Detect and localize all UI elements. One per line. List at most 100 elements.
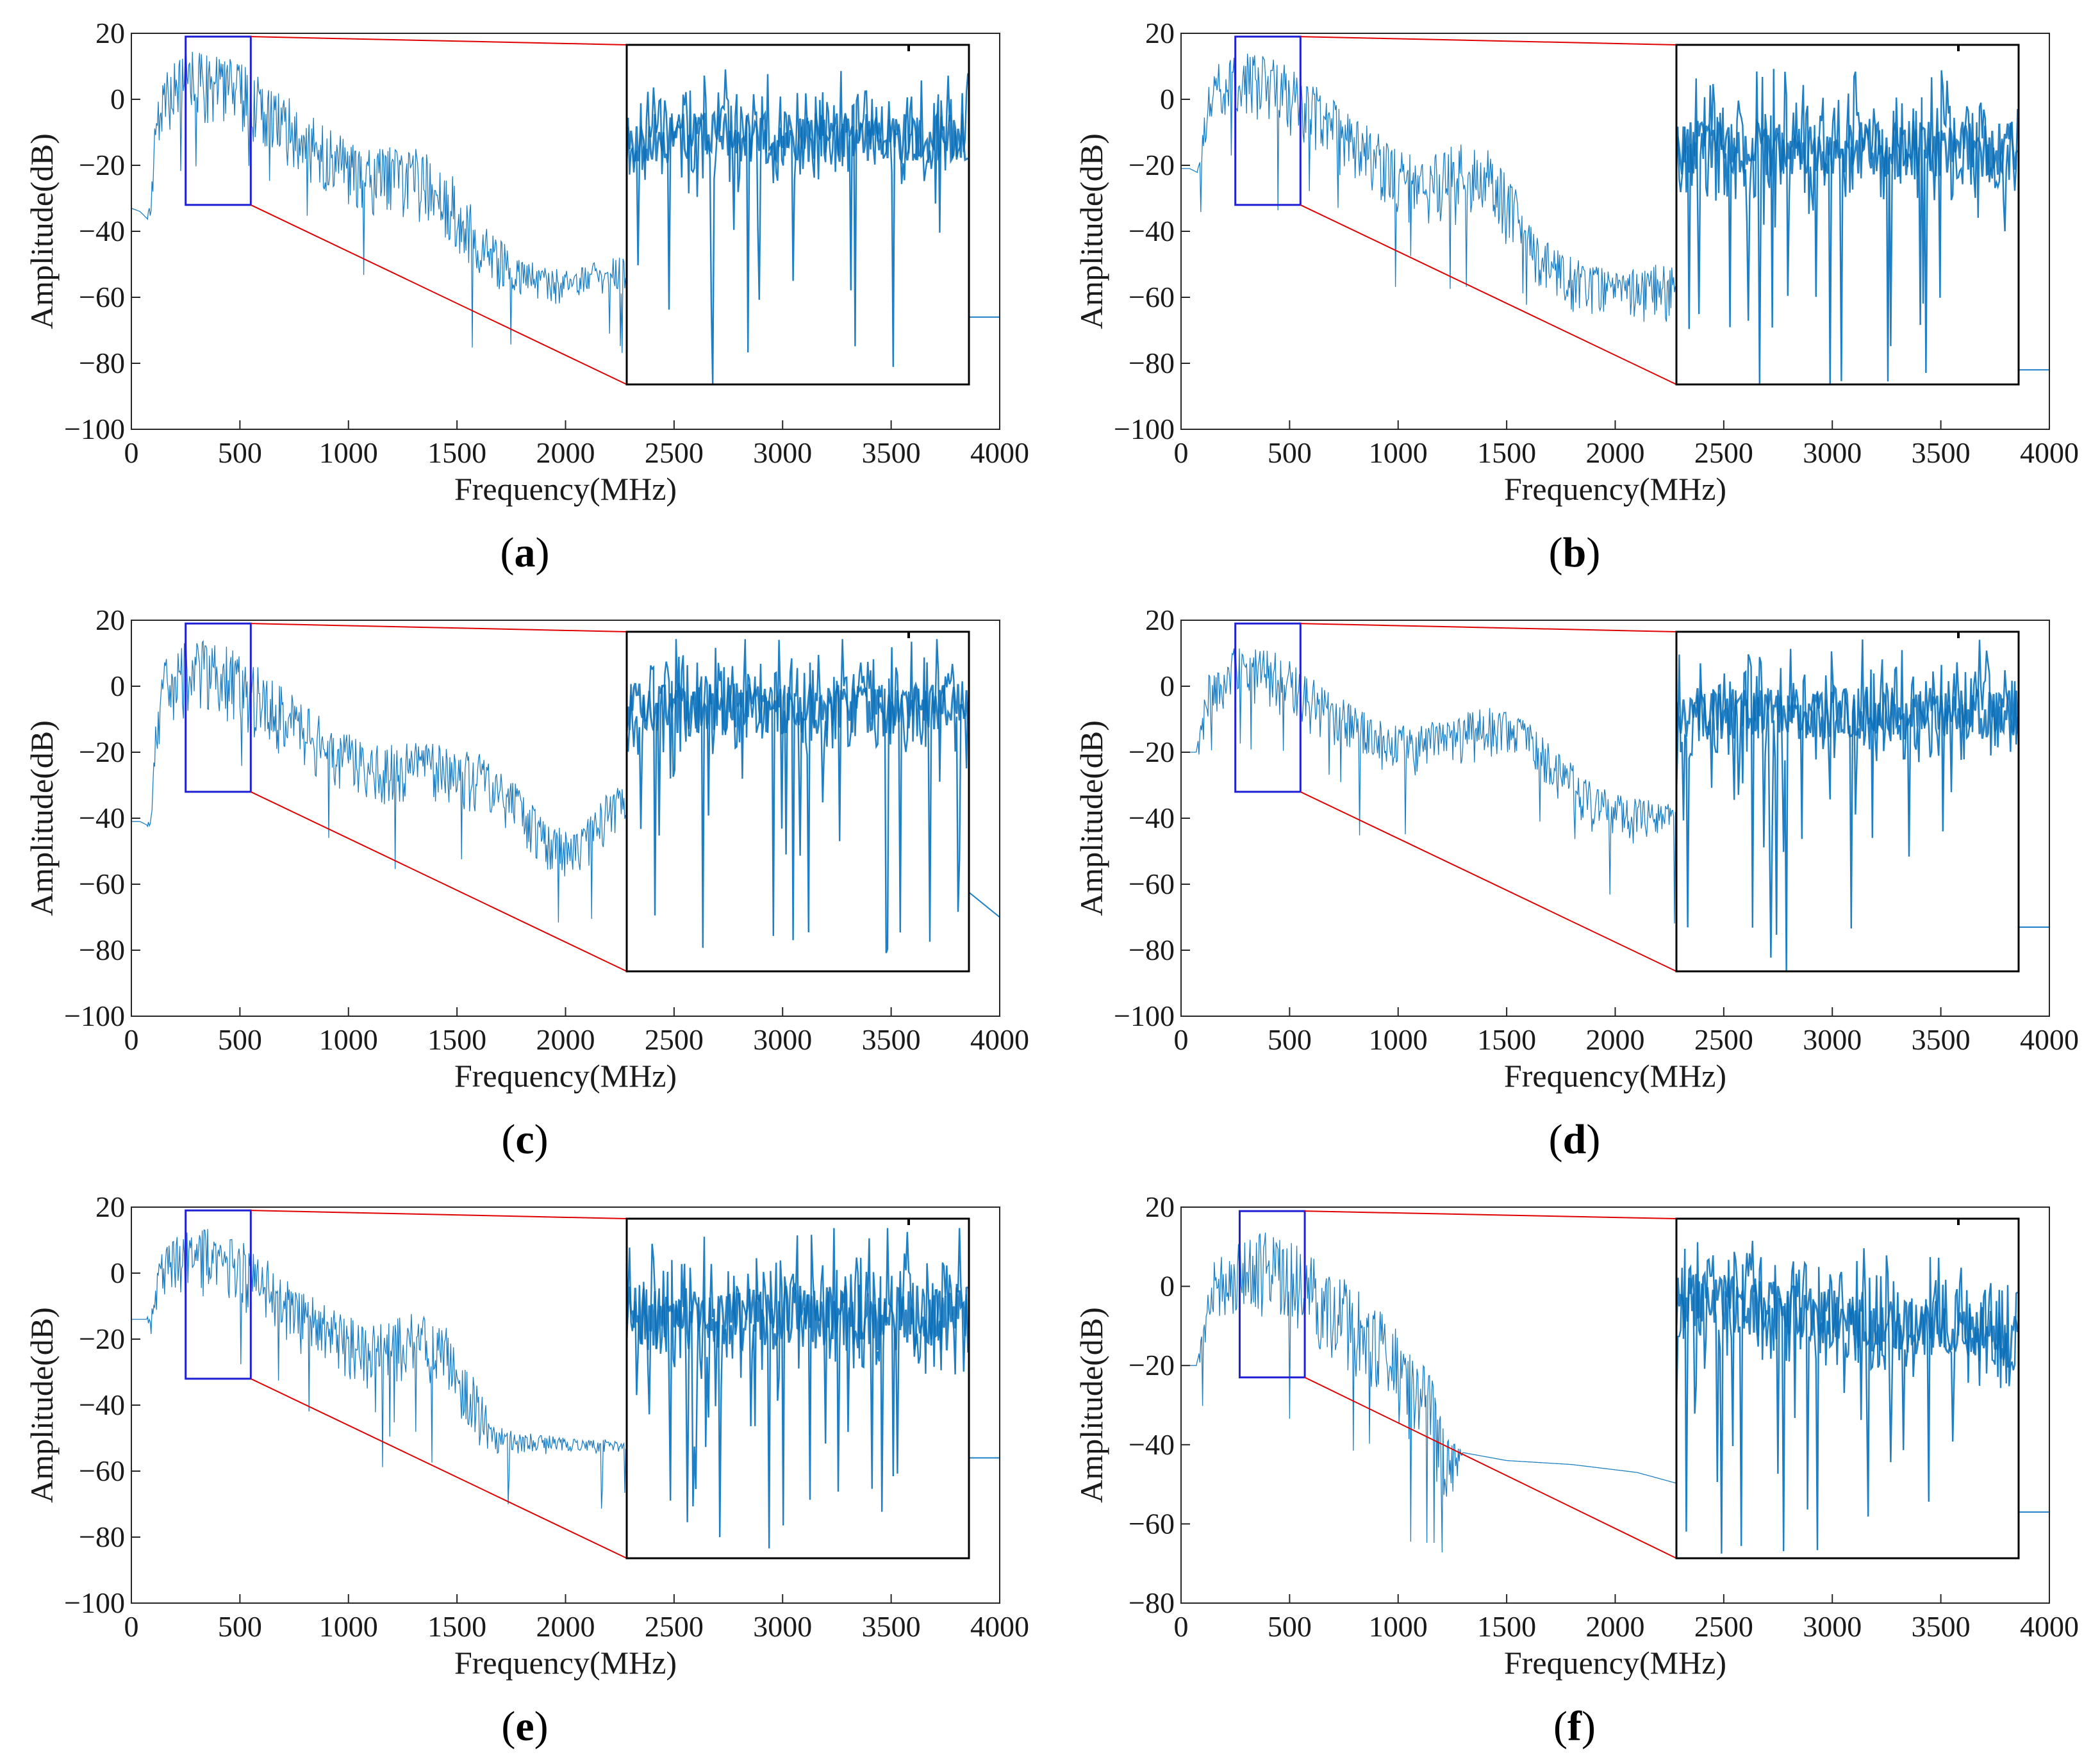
y-tick-label-b-1: −80: [1129, 347, 1175, 379]
inset-trace-c: [627, 639, 969, 953]
y-tick-label-d-2: −60: [1129, 868, 1175, 900]
x-tick-label-d-0: 0: [1174, 1023, 1189, 1056]
spectrum-a: [131, 51, 1000, 353]
y-tick-label-c-5: 0: [110, 670, 125, 702]
inset-tick-mark-a: [907, 45, 910, 51]
y-tick-label-d-0: −100: [1114, 1000, 1175, 1032]
connector-top-d: [1300, 623, 1677, 632]
panel-f-caption: (f): [1553, 1703, 1596, 1750]
x-tick-label-d-5: 2500: [1694, 1023, 1753, 1056]
x-tick-label-d-1: 500: [1268, 1023, 1312, 1056]
x-tick-label-b-3: 1500: [1477, 436, 1536, 469]
y-tick-label-c-6: 20: [95, 604, 125, 636]
y-tick-label-a-0: −100: [64, 413, 125, 445]
connector-bottom-d: [1300, 791, 1677, 972]
spectrum-f: [1181, 1232, 2049, 1552]
panel-b-caption: (b): [1548, 529, 1601, 576]
y-tick-label-b-2: −60: [1129, 281, 1175, 313]
y-tick-label-b-4: −20: [1129, 149, 1175, 181]
spectrum-c: [131, 639, 1000, 923]
panel-e-caption: (e): [501, 1703, 549, 1750]
x-tick-label-d-7: 3500: [1912, 1023, 1971, 1056]
x-tick-label-f-7: 3500: [1912, 1610, 1971, 1643]
zoom-box-a: [185, 35, 252, 206]
connector-bottom-c: [250, 791, 627, 972]
panel-b-caption-letter: b: [1562, 529, 1587, 576]
y-tick-label-e-1: −80: [79, 1520, 125, 1553]
y-tick-label-a-2: −60: [79, 281, 125, 313]
y-tick-label-e-3: −40: [79, 1388, 125, 1421]
panel-f: 0 500 1000 1500 2000 2500 3000 3500 4000 −80 −60 −4…: [1050, 1174, 2099, 1761]
zoom-box-c: [185, 622, 252, 793]
inset-plot-d: [1676, 639, 2019, 971]
panel-b: 0 500 1000 1500 2000 2500 3000 3500 4000 −100 −80 −…: [1050, 0, 2099, 587]
connector-top-b: [1300, 36, 1677, 45]
y-tick-label-e-6: 20: [95, 1190, 125, 1223]
x-tick-label-c-3: 1500: [427, 1023, 486, 1056]
inset-tick-mark-d: [1957, 632, 1960, 638]
x-tick-label-e-3: 1500: [427, 1610, 486, 1643]
x-tick-label-f-3: 1500: [1477, 1610, 1536, 1643]
x-tick-label-e-7: 3500: [862, 1610, 921, 1643]
connector-bottom-a: [250, 204, 627, 385]
spectrum-trace-e: [131, 1229, 627, 1509]
y-tick-label-a-6: 20: [95, 17, 125, 49]
connector-top-e: [251, 1210, 627, 1219]
connector-top-f: [1305, 1210, 1677, 1219]
x-tick-label-a-0: 0: [124, 436, 139, 469]
y-axis-label-d: Amplitude(dB): [1073, 720, 1109, 916]
x-tick-label-a-8: 4000: [970, 436, 1029, 469]
panel-c-caption-letter: c: [515, 1116, 534, 1163]
y-tick-label-c-1: −80: [79, 934, 125, 966]
inset-background-d: [1676, 632, 2019, 971]
y-tick-label-e-2: −60: [79, 1454, 125, 1487]
inset-frame-f: [1675, 1217, 2020, 1560]
zoom-box-b: [1234, 35, 1302, 206]
y-axis-label-e: Amplitude(dB): [24, 1307, 60, 1503]
y-tick-label-a-3: −40: [79, 215, 125, 247]
inset-plot-a: [627, 69, 969, 384]
panel-c: 0 500 1000 1500 2000 2500 3000 3500 4000 −100 −80 −…: [0, 587, 1050, 1174]
inset-frame-b: [1675, 44, 2020, 386]
inset-trace-b: [1676, 69, 2019, 384]
y-tick-label-e-4: −20: [79, 1322, 125, 1355]
connector-bottom-e: [250, 1378, 627, 1559]
chart-f: 0 500 1000 1500 2000 2500 3000 3500 4000 −80 −60 −4…: [1073, 1190, 2079, 1681]
x-tick-label-c-8: 4000: [970, 1023, 1029, 1056]
panel-d: 0 500 1000 1500 2000 2500 3000 3500 4000 −100 −80 −…: [1050, 587, 2099, 1174]
x-tick-label-b-1: 500: [1268, 436, 1312, 469]
x-tick-label-c-2: 1000: [319, 1023, 378, 1056]
inset-frame-d: [1675, 630, 2020, 973]
panel-a-caption: (a): [500, 529, 550, 576]
x-tick-label-e-1: 500: [218, 1610, 262, 1643]
spectrum-trace-a: [131, 51, 627, 353]
x-tick-label-a-2: 1000: [319, 436, 378, 469]
x-tick-label-b-0: 0: [1174, 436, 1189, 469]
x-tick-label-b-7: 3500: [1912, 436, 1971, 469]
x-tick-label-e-8: 4000: [970, 1610, 1029, 1643]
panel-e: 0 500 1000 1500 2000 2500 3000 3500 4000 −100 −80 −…: [0, 1174, 1050, 1761]
x-tick-label-e-2: 1000: [319, 1610, 378, 1643]
x-tick-label-a-5: 2500: [645, 436, 704, 469]
y-tick-label-f-2: −40: [1129, 1428, 1175, 1461]
x-tick-label-a-7: 3500: [862, 436, 921, 469]
y-tick-label-e-5: 0: [110, 1256, 125, 1289]
y-tick-label-b-0: −100: [1114, 413, 1175, 445]
y-axis-label-a: Amplitude(dB): [24, 133, 60, 329]
x-axis-label-a: Frequency(MHz): [454, 471, 677, 507]
y-tick-label-f-0: −80: [1129, 1586, 1175, 1619]
x-tick-label-f-4: 2000: [1586, 1610, 1645, 1643]
zoom-box-e: [185, 1209, 252, 1380]
panel-c-caption: (c): [501, 1116, 549, 1163]
inset-trace-a: [627, 69, 969, 384]
inset-trace-f: [1676, 1240, 2019, 1554]
x-tick-label-f-1: 500: [1268, 1610, 1312, 1643]
spectrum-e: [131, 1229, 1000, 1509]
x-tick-label-f-2: 1000: [1369, 1610, 1428, 1643]
x-tick-label-f-0: 0: [1174, 1610, 1189, 1643]
y-tick-label-f-5: 20: [1145, 1190, 1175, 1223]
y-axis-label-c: Amplitude(dB): [24, 720, 60, 916]
y-tick-label-d-5: 0: [1160, 670, 1175, 702]
inset-trace-dense-d: [1676, 684, 2019, 739]
